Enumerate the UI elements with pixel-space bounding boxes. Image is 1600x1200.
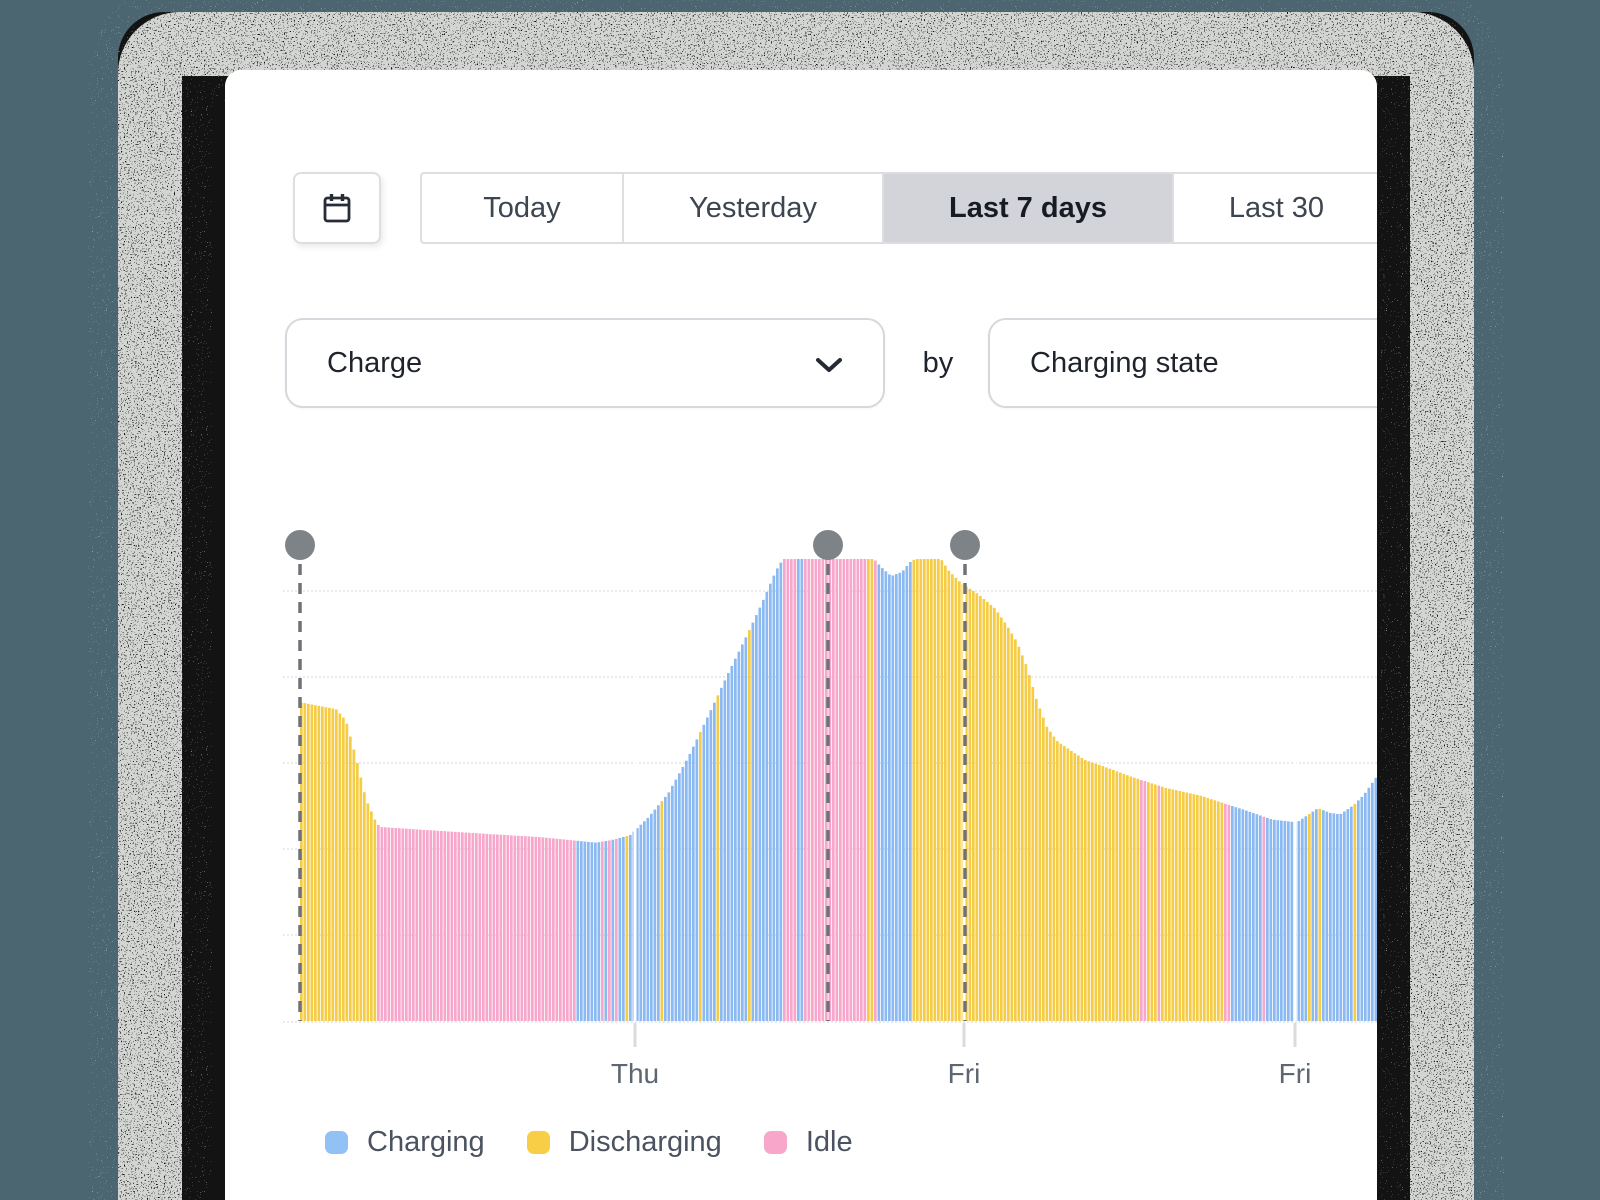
tab-today[interactable]: Today [483,191,561,224]
x-tick-label: Fri [1279,1058,1312,1089]
x-tick-label: Fri [948,1058,981,1089]
chart-legend: Charging Discharging Idle [325,1126,853,1159]
legend-label: Idle [805,1126,853,1158]
legend-label: Discharging [568,1126,722,1158]
charging-swatch-icon [325,1131,348,1154]
group-by-select[interactable]: Charging state [988,318,1377,408]
tab-last-30[interactable]: Last 30 [1172,174,1377,242]
legend-item-charging[interactable]: Charging [325,1126,485,1159]
legend-label: Charging [367,1126,485,1158]
state-bars [300,550,1377,1021]
tab-last-7-days[interactable]: Last 7 days [882,174,1172,242]
date-range-tabbar: Today Yesterday Last 7 days Last 30 [420,172,1377,244]
legend-item-idle[interactable]: Idle [763,1126,853,1159]
group-select-value: Charging state [1030,346,1219,379]
x-axis: Thu Fri Fri [611,1023,1311,1089]
idle-swatch-icon [763,1131,787,1154]
x-tick-label: Thu [611,1058,659,1089]
discharging-swatch-icon [526,1131,550,1154]
charge-state-chart: Thu Fri Fri [283,530,1377,1089]
metric-select-value: Charge [327,346,423,379]
calendar-button[interactable] [293,172,381,244]
legend-item-discharging[interactable]: Discharging [526,1126,722,1159]
dashboard-card: Today Yesterday Last 7 days Last 30 Char… [225,70,1377,1200]
by-label: by [922,346,954,379]
annotation-handles[interactable] [285,530,980,1021]
calendar-icon [323,194,351,223]
chevron-down-icon [816,358,842,372]
metric-select[interactable]: Charge [285,318,885,408]
tab-yesterday[interactable]: Yesterday [622,174,882,242]
